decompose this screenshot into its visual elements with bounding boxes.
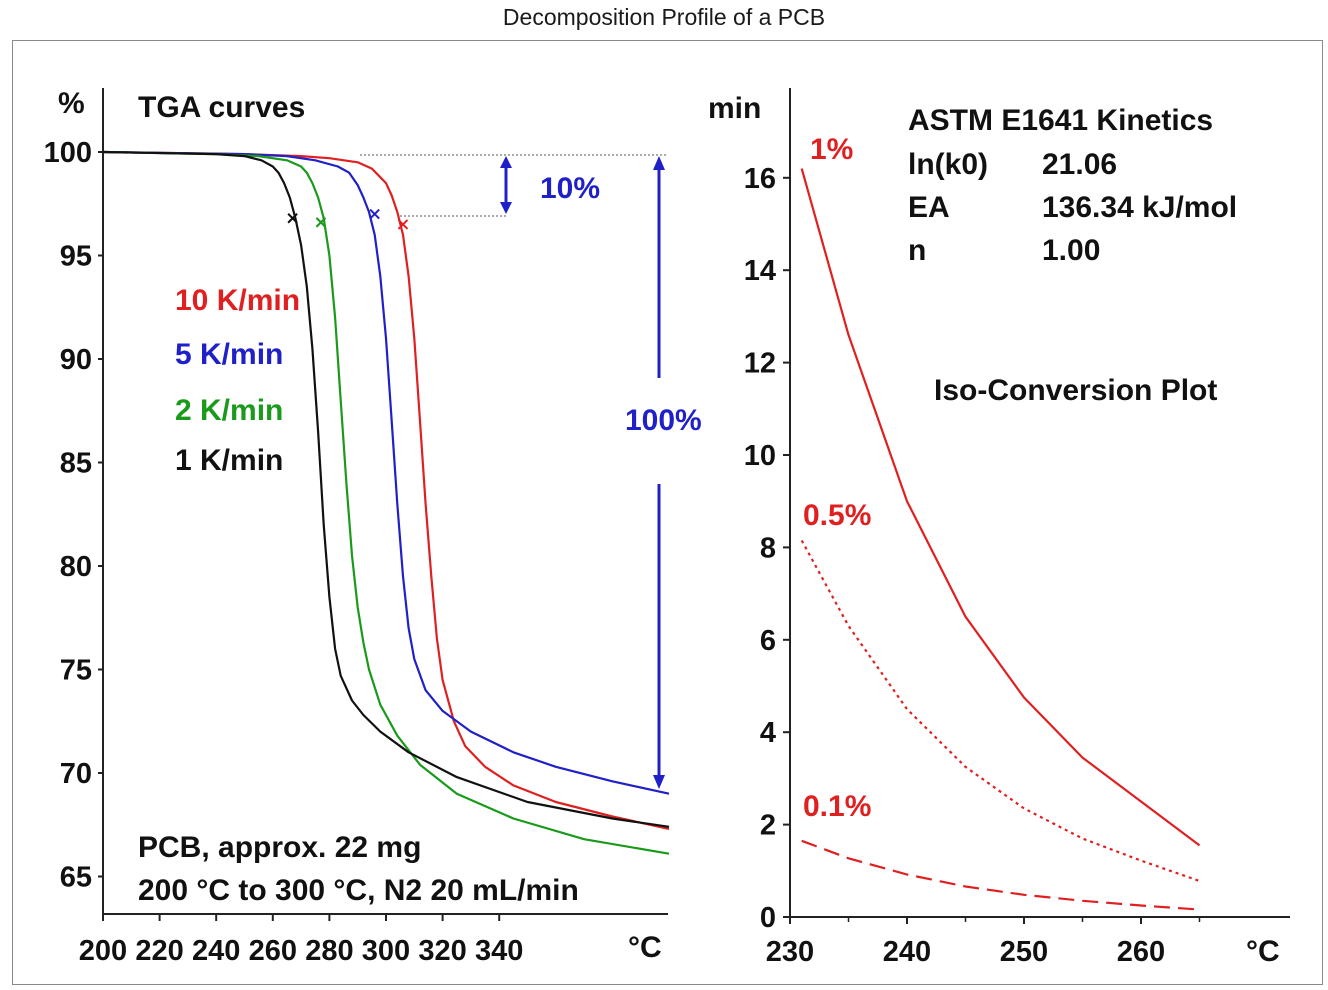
- iso-y-tick-label: 14: [744, 255, 776, 287]
- tga-series-10-k-min: [102, 150, 670, 830]
- tga-series-5-k-min: [102, 150, 670, 795]
- tga-series-2-k-min: [102, 150, 670, 855]
- iso-y-tick-label: 6: [760, 625, 776, 657]
- tga-marker: [397, 219, 409, 230]
- tga-marker: [315, 217, 327, 228]
- iso-x-tick-label: 260: [1117, 936, 1165, 968]
- series-label-05pct: 0.5%: [803, 499, 871, 532]
- kinetics-value-n: 1.00: [1042, 234, 1100, 267]
- kinetics-label-n: n: [908, 234, 926, 267]
- iso-series-dashed: [801, 839, 1200, 911]
- tga-x-tick-label: 300: [362, 935, 410, 967]
- iso-series-solid: [800, 168, 1201, 847]
- iso-x-label: °C: [1246, 935, 1280, 968]
- page-title: Decomposition Profile of a PCB: [502, 4, 826, 30]
- tga-marker: [287, 213, 298, 224]
- kinetics-table: ASTM E1641 Kinetics ln(k0) 21.06 EA 136.…: [908, 104, 1237, 267]
- hundred-percent-arrow: [653, 156, 665, 789]
- tga-y-tick-label: 70: [60, 758, 92, 790]
- iso-y-tick-label: 12: [744, 348, 776, 380]
- tga-x-tick-label: 240: [192, 935, 240, 967]
- tga-y-tick-label: 85: [60, 448, 92, 480]
- legend-2kmin: 2 K/min: [175, 394, 283, 427]
- tga-x-tick-label: 220: [135, 935, 183, 967]
- kinetics-label-lnk0: ln(k0): [908, 148, 988, 181]
- tga-x-tick-label: 280: [305, 935, 353, 967]
- legend-5kmin: 5 K/min: [175, 338, 283, 371]
- tga-x-tick-label: 200: [79, 935, 127, 967]
- tga-y-tick-label: 90: [60, 344, 92, 376]
- sample-annotation: PCB, approx. 22 mg: [138, 831, 421, 864]
- kinetics-label-ea: EA: [908, 191, 950, 224]
- tga-x-tick-label: 260: [249, 935, 297, 967]
- kinetics-value-lnk0: 21.06: [1042, 148, 1117, 181]
- tga-y-tick-label: 75: [60, 655, 92, 687]
- iso-x-tick-label: 240: [883, 936, 931, 968]
- tga-y-tick-label: 65: [60, 862, 92, 894]
- tga-y-tick-label: 95: [60, 241, 92, 273]
- iso-title: Iso-Conversion Plot: [934, 374, 1217, 407]
- iso-x-tick-label: 230: [766, 936, 814, 968]
- tga-marker: [369, 208, 380, 220]
- iso-conversion-panel: 0 2 4 6 8 10 12 14 16 230 240 250 260 min °C 1% 0.5…: [708, 88, 1290, 968]
- kinetics-title: ASTM E1641 Kinetics: [908, 104, 1213, 137]
- iso-y-tick-label: 16: [744, 163, 776, 195]
- conditions-annotation: 200 °C to 300 °C, N2 20 mL/min: [138, 874, 579, 907]
- tga-panel: 100 95 90 85 80 75 70 65 200 220 240 260 280 300 320 3…: [44, 87, 702, 967]
- iso-y-tick-label: 0: [760, 902, 776, 934]
- tga-y-tick-label: 80: [60, 551, 92, 583]
- iso-y-label: min: [708, 92, 761, 125]
- iso-y-tick-label: 8: [760, 532, 776, 564]
- tga-x-label: °C: [628, 931, 662, 964]
- tga-y-label: %: [58, 87, 85, 120]
- iso-x-tick-label: 250: [1000, 936, 1048, 968]
- iso-y-tick-label: 2: [760, 810, 776, 842]
- kinetics-value-ea: 136.34 kJ/mol: [1042, 191, 1237, 224]
- ten-percent-arrow: [500, 156, 512, 214]
- series-label-1pct: 1%: [810, 133, 853, 166]
- tga-x-tick-label: 320: [418, 935, 466, 967]
- tga-series-1-k-min: [102, 150, 670, 828]
- figure-frame: [12, 40, 1323, 985]
- legend-1kmin: 1 K/min: [175, 444, 283, 477]
- tga-y-tick-label: 100: [44, 137, 92, 169]
- legend-10kmin: 10 K/min: [175, 284, 300, 317]
- iso-y-tick-label: 10: [744, 440, 776, 472]
- iso-y-tick-label: 4: [760, 717, 776, 749]
- ten-percent-label: 10%: [540, 172, 600, 205]
- hundred-percent-label: 100%: [625, 404, 702, 437]
- iso-series-dotted: [800, 539, 1200, 883]
- tga-title: TGA curves: [138, 91, 305, 124]
- series-label-01pct: 0.1%: [803, 790, 871, 823]
- tga-x-tick-label: 340: [475, 935, 523, 967]
